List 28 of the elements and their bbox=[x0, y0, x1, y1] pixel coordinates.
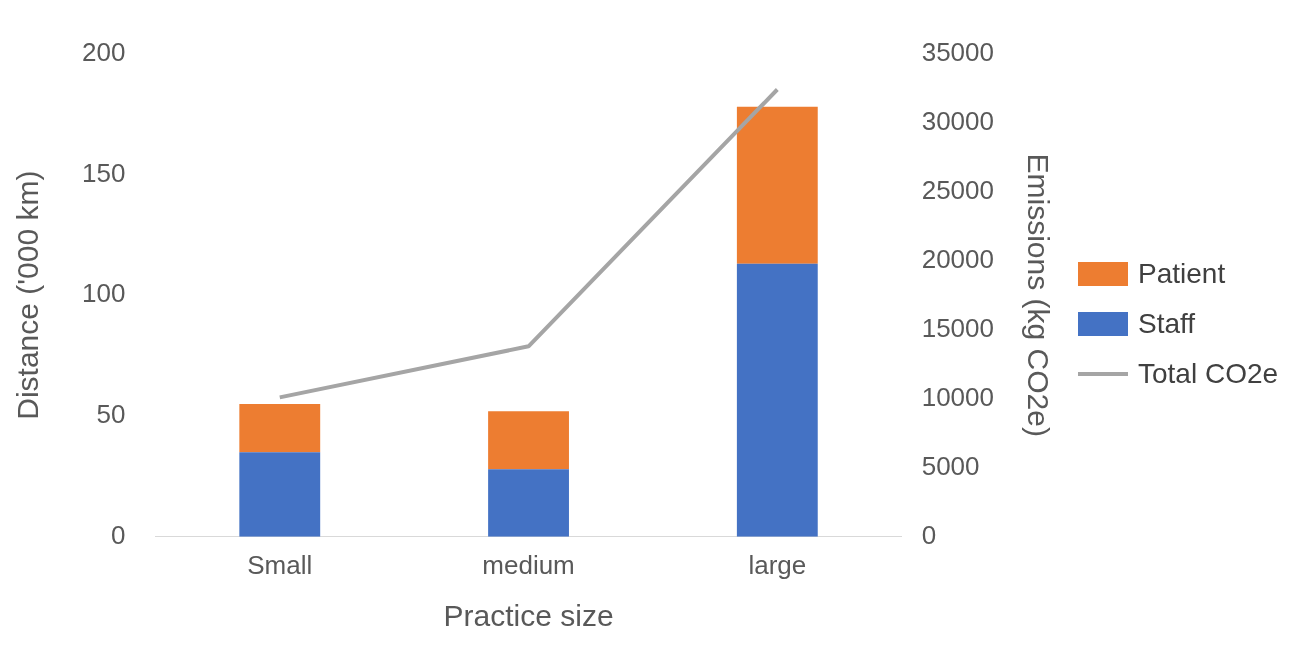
bar bbox=[488, 469, 569, 537]
y-tick-label: 100 bbox=[81, 278, 126, 309]
bar bbox=[736, 106, 818, 264]
y2-tick-label: 0 bbox=[921, 519, 937, 550]
x-tick-label: medium bbox=[482, 549, 575, 580]
y-tick-label: 50 bbox=[96, 399, 126, 430]
bar bbox=[488, 411, 569, 470]
legend-label: Patient bbox=[1138, 258, 1226, 290]
y2-axis-title: Emissions (kg CO2e) bbox=[1021, 153, 1055, 437]
legend-label: Staff bbox=[1138, 308, 1196, 340]
y-axis-title: Distance ('000 km) bbox=[11, 170, 45, 420]
y2-tick-label: 10000 bbox=[921, 381, 995, 412]
x-axis-title: Practice size bbox=[443, 599, 614, 633]
y2-tick-label: 5000 bbox=[921, 450, 980, 481]
bar bbox=[239, 403, 321, 453]
y2-tick-label: 35000 bbox=[921, 36, 995, 67]
legend-label: Total CO2e bbox=[1138, 358, 1279, 390]
y-tick-label: 150 bbox=[81, 157, 126, 188]
bar bbox=[736, 263, 818, 537]
y-tick-label: 200 bbox=[81, 36, 126, 67]
x-tick-label: Small bbox=[247, 549, 313, 580]
bar bbox=[239, 452, 321, 537]
x-tick-label: large bbox=[748, 549, 807, 580]
y2-tick-label: 20000 bbox=[921, 243, 995, 274]
y-tick-label: 0 bbox=[110, 519, 126, 550]
y2-tick-label: 15000 bbox=[921, 312, 995, 343]
y2-tick-label: 30000 bbox=[921, 105, 995, 136]
y2-tick-label: 25000 bbox=[921, 174, 995, 205]
